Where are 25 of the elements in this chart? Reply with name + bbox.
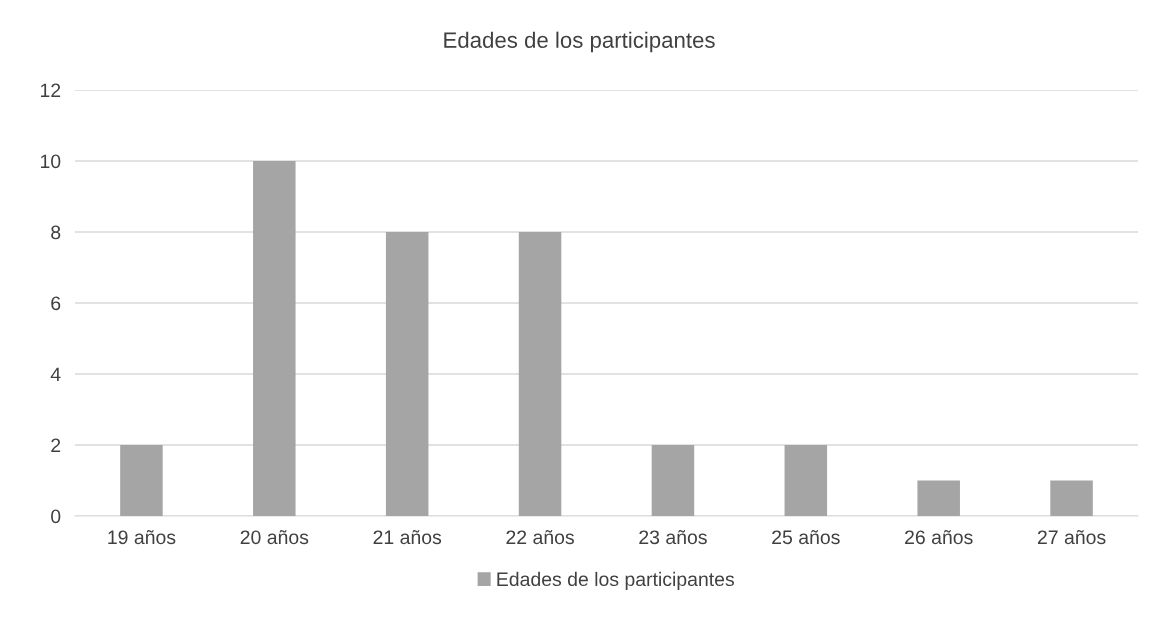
y-tick-label: 6 xyxy=(51,296,61,311)
y-tick-label: 12 xyxy=(40,83,61,98)
bar xyxy=(784,445,828,516)
bar xyxy=(1050,480,1093,516)
x-tick-label: 27 años xyxy=(1037,530,1106,545)
x-tick-label: 21 años xyxy=(373,530,442,545)
bar xyxy=(917,480,960,516)
y-tick-label: 2 xyxy=(51,438,61,453)
chart-title: Edades de los participantes xyxy=(444,31,715,53)
x-tick-label: 26 años xyxy=(905,530,973,545)
bar xyxy=(518,232,562,516)
y-tick-label: 10 xyxy=(40,154,61,169)
bar xyxy=(120,445,163,516)
bar xyxy=(253,161,296,516)
legend-label: Edades de los participantes xyxy=(497,571,734,590)
x-tick-label: 25 años xyxy=(772,530,840,545)
x-tick-label: 20 años xyxy=(240,530,309,545)
x-tick-label: 19 años xyxy=(108,530,176,545)
bar xyxy=(651,445,695,516)
y-tick-label: 8 xyxy=(51,225,61,240)
x-tick-label: 23 años xyxy=(639,530,707,545)
y-tick-label: 4 xyxy=(50,367,61,382)
bar xyxy=(385,232,429,516)
x-tick-label: 22 años xyxy=(506,530,574,545)
y-tick-label: 0 xyxy=(51,509,61,524)
